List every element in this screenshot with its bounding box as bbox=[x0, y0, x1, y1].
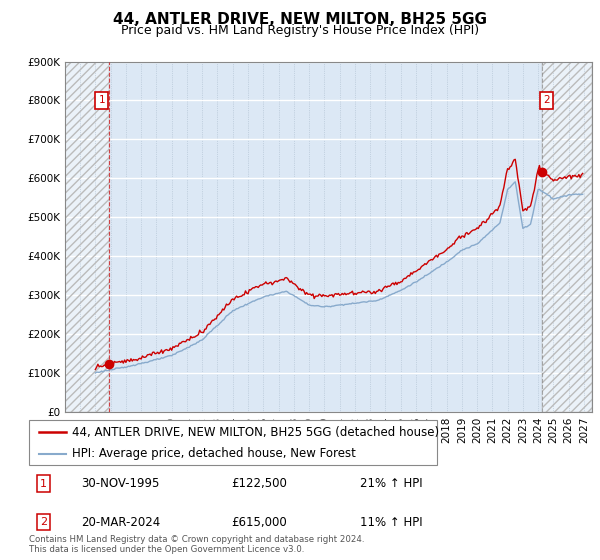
Text: 1: 1 bbox=[40, 479, 47, 488]
Text: Price paid vs. HM Land Registry's House Price Index (HPI): Price paid vs. HM Land Registry's House … bbox=[121, 24, 479, 37]
Text: Contains HM Land Registry data © Crown copyright and database right 2024.
This d: Contains HM Land Registry data © Crown c… bbox=[29, 535, 364, 554]
Text: 1: 1 bbox=[98, 96, 105, 105]
Text: 11% ↑ HPI: 11% ↑ HPI bbox=[360, 516, 422, 529]
Text: 44, ANTLER DRIVE, NEW MILTON, BH25 5GG (detached house): 44, ANTLER DRIVE, NEW MILTON, BH25 5GG (… bbox=[71, 426, 439, 438]
Text: 2: 2 bbox=[543, 96, 550, 105]
Text: 44, ANTLER DRIVE, NEW MILTON, BH25 5GG: 44, ANTLER DRIVE, NEW MILTON, BH25 5GG bbox=[113, 12, 487, 27]
FancyBboxPatch shape bbox=[29, 420, 437, 465]
Text: 21% ↑ HPI: 21% ↑ HPI bbox=[360, 477, 422, 490]
Text: 2: 2 bbox=[40, 517, 47, 527]
Text: £615,000: £615,000 bbox=[231, 516, 287, 529]
Text: 20-MAR-2024: 20-MAR-2024 bbox=[81, 516, 160, 529]
Text: HPI: Average price, detached house, New Forest: HPI: Average price, detached house, New … bbox=[71, 447, 356, 460]
Text: 30-NOV-1995: 30-NOV-1995 bbox=[81, 477, 160, 490]
Text: £122,500: £122,500 bbox=[231, 477, 287, 490]
